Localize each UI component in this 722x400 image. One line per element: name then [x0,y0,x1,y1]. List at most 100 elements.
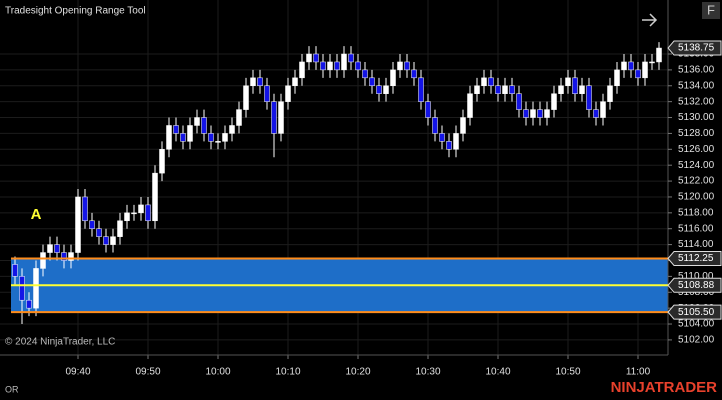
y-tick-label: 5126.00 [678,144,715,155]
candle-body [642,61,648,79]
candle-body [376,85,382,94]
range-low-tag-box [667,304,722,320]
candle-body [355,61,361,71]
candle-body [201,117,207,134]
range-mid-tag-box [667,277,722,293]
candle-body [425,101,431,118]
candle-body [572,77,578,94]
candle-body [145,204,151,222]
y-tick-label: 5120.00 [678,192,715,203]
x-tick-label: 11:00 [626,367,651,378]
candle-body [271,101,277,134]
candle-body [166,125,172,150]
candle-body [530,109,536,118]
candle-body [131,212,137,215]
candle-body [621,61,627,71]
candle-body [579,85,585,94]
y-tick-label: 5128.00 [678,128,715,139]
x-tick-label: 10:50 [555,367,580,378]
f-button-label[interactable]: F [707,2,715,17]
candle-body [236,109,242,126]
candle-body [138,204,144,214]
candle-body [152,172,158,222]
copyright: © 2024 NinjaTrader, LLC [5,337,115,348]
candle-body [194,117,200,126]
y-tick-label: 5104.00 [678,319,715,330]
range-high-tag-label: 5112.25 [678,253,714,264]
f-button[interactable] [702,2,720,19]
candle-body [488,77,494,87]
candle-body [432,117,438,134]
candle-body [348,53,354,63]
candle-body [495,85,501,94]
chart-title: Tradesight Opening Range Tool [5,6,146,17]
candle-body [306,53,312,63]
y-tick-label: 5132.00 [678,96,715,107]
y-tick-label: 5134.00 [678,80,715,91]
candle-body [565,77,571,87]
candle-body [327,61,333,71]
candle-body [481,77,487,87]
candle-body [292,77,298,87]
candle-body [299,61,305,79]
candle-body [40,252,46,269]
candle-body [243,85,249,110]
scroll-arrow[interactable] [642,13,658,27]
candle-body [362,69,368,79]
candle-body [593,109,599,118]
candle-body [103,236,109,245]
candle-body [607,85,613,102]
y-tick-label: 5102.00 [678,335,715,346]
candle-body [404,61,410,71]
candle-body [124,212,130,222]
candle-body [649,61,655,64]
candle-body [418,77,424,102]
y-tick-label: 5136.00 [678,65,715,76]
candle-body [54,244,60,253]
candle-body [222,133,228,142]
candle-body [439,133,445,142]
y-tick-label: 5122.00 [678,176,715,187]
candle-body [516,93,522,110]
candle-body [474,85,480,94]
candle-body [544,109,550,118]
candle-body [635,69,641,79]
x-tick-label: 09:50 [135,367,160,378]
annotation: A [31,206,42,223]
y-tick-label: 5118.00 [678,207,714,218]
candle-body [117,220,123,237]
candle-body [390,69,396,87]
y-tick-label: 5116.00 [678,223,714,234]
candle-body [334,61,340,71]
candle-body [537,109,543,118]
candle-body [61,252,67,261]
candle-body [264,85,270,102]
brand-logo: NINJATRADER [611,379,718,396]
candle-body [600,101,606,118]
last-price-tag-box [667,40,722,56]
candle-body [75,196,81,253]
candle-body [411,69,417,79]
candle-body [229,125,235,134]
candle-body [586,85,592,110]
candle-body [26,299,32,309]
candle-body [215,141,221,143]
candle-body [656,47,662,63]
candle-body [68,252,74,261]
candle-body [47,244,53,253]
candle-body [257,77,263,87]
candle-body [82,196,88,222]
candle-body [89,220,95,229]
candle-body [453,133,459,150]
candle-body [96,228,102,237]
candle-body [628,61,634,71]
candle-body [180,133,186,142]
candle-body [460,117,466,134]
candle-body [341,53,347,71]
candle-body [551,93,557,110]
candle-body [397,61,403,71]
x-tick-label: 10:10 [275,367,300,378]
x-tick-label: 09:40 [65,367,90,378]
